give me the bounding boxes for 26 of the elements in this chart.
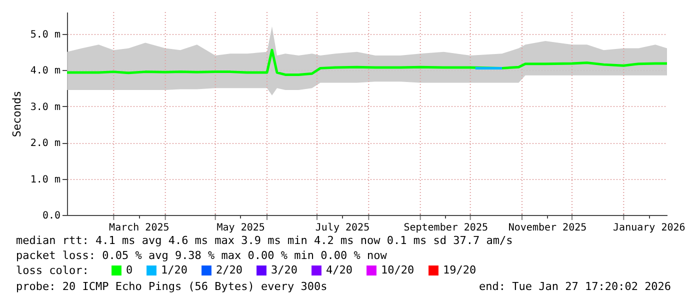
legend-label: 1/20 <box>161 264 188 277</box>
legend-label: 2/20 <box>216 264 242 277</box>
y-tick-label: 4.0 m <box>30 66 60 76</box>
x-tick-label: November 2025 <box>508 222 587 234</box>
legend-label: 0 <box>126 264 133 277</box>
legend-title: loss color: <box>16 264 89 277</box>
x-tick-label: September 2025 <box>404 222 488 234</box>
y-tick-label: 0.0 <box>42 210 60 222</box>
text: packet loss: 0.05 % avg 9.38 % max 0.00 % min 0.00 % now <box>16 249 388 262</box>
x-tick-label: March 2025 <box>109 222 170 234</box>
x-tick-label: July 2025 <box>315 222 370 234</box>
y-tick-label: 1.0 m <box>30 174 60 186</box>
y-tick-label: 5.0 m <box>30 29 60 40</box>
legend-label: 3/20 <box>271 264 298 277</box>
x-tick-label: May 2025 <box>216 222 265 234</box>
text: median rtt: 4.1 ms avg 4.6 ms max 3.9 ms min 4.2 ms now 0.1 ms sd 37.7 am/s <box>16 234 513 247</box>
legend-label: 19/20 <box>443 264 476 277</box>
y-tick-label: 2.0 m <box>30 138 60 149</box>
y-tick-label: 3.0 m <box>30 102 60 113</box>
text: probe: 20 ICMP Echo Pings (56 Bytes) every 300s <box>16 280 328 293</box>
text: end: Tue Jan 27 17:20:02 2026 <box>479 280 672 293</box>
x-tick-label: January 2026 <box>613 222 686 234</box>
legend-label: 4/20 <box>326 264 352 277</box>
y-axis-title: Seconds <box>10 90 24 138</box>
line-series <box>66 48 668 76</box>
legend-label: 10/20 <box>381 264 414 277</box>
